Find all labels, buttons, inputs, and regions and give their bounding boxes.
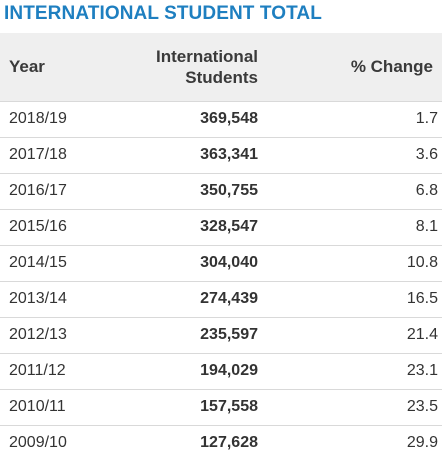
header-year: Year [9, 57, 45, 77]
header-international-line2: Students [185, 67, 258, 87]
cell-year: 2016/17 [9, 182, 67, 199]
cell-change: 10.8 [406, 254, 438, 271]
cell-students: 194,029 [200, 362, 258, 379]
cell-change: 3.6 [415, 146, 438, 163]
cell-year: 2012/13 [9, 326, 67, 343]
table-header: Year International Students % Change [0, 33, 442, 101]
student-total-table: Year International Students % Change 201… [0, 33, 442, 461]
table-row: 2011/12 194,029 23.1 [0, 353, 442, 389]
cell-year: 2014/15 [9, 254, 67, 271]
table-row: 2010/11 157,558 23.5 [0, 389, 442, 425]
header-international-line1: International [155, 46, 258, 66]
cell-year: 2018/19 [9, 110, 67, 127]
table-row: 2016/17 350,755 6.8 [0, 173, 442, 209]
cell-year: 2013/14 [9, 290, 67, 307]
cell-students: 304,040 [200, 254, 258, 271]
cell-students: 127,628 [200, 434, 258, 452]
cell-students: 350,755 [200, 182, 258, 199]
cell-students: 274,439 [200, 290, 258, 307]
cell-change: 6.8 [415, 182, 438, 199]
cell-year: 2010/11 [9, 398, 66, 415]
header-percent-change: % Change [350, 57, 433, 77]
cell-change: 21.4 [406, 326, 438, 343]
header-international-students: International Students [128, 33, 266, 101]
cell-change: 16.5 [406, 290, 438, 307]
table-row: 2014/15 304,040 10.8 [0, 245, 442, 281]
header-row: Year International Students % Change [0, 33, 442, 101]
table-row: 2009/10 127,628 29.9 [0, 425, 442, 461]
cell-year: 2009/10 [9, 434, 67, 452]
cell-students: 369,548 [200, 110, 258, 127]
table-row: 2013/14 274,439 16.5 [0, 281, 442, 317]
table-row: 2017/18 363,341 3.6 [0, 137, 442, 173]
cell-year: 2015/16 [9, 218, 67, 235]
cell-change: 29.9 [406, 434, 438, 452]
cell-year: 2011/12 [9, 362, 66, 379]
cell-change: 8.1 [415, 218, 438, 235]
table-row: 2018/19 369,548 1.7 [0, 101, 442, 137]
cell-change: 23.1 [406, 362, 438, 379]
cell-change: 1.7 [415, 110, 438, 127]
cell-year: 2017/18 [9, 146, 67, 163]
cell-students: 235,597 [200, 326, 258, 343]
page-title: INTERNATIONAL STUDENT TOTAL [4, 3, 322, 24]
cell-students: 328,547 [200, 218, 258, 235]
cell-students: 157,558 [200, 398, 258, 415]
table-body: 2018/19 369,548 1.7 2017/18 363,341 3.6 … [0, 101, 442, 461]
table-row: 2015/16 328,547 8.1 [0, 209, 442, 245]
cell-change: 23.5 [406, 398, 438, 415]
table-row: 2012/13 235,597 21.4 [0, 317, 442, 353]
cell-students: 363,341 [200, 146, 258, 163]
